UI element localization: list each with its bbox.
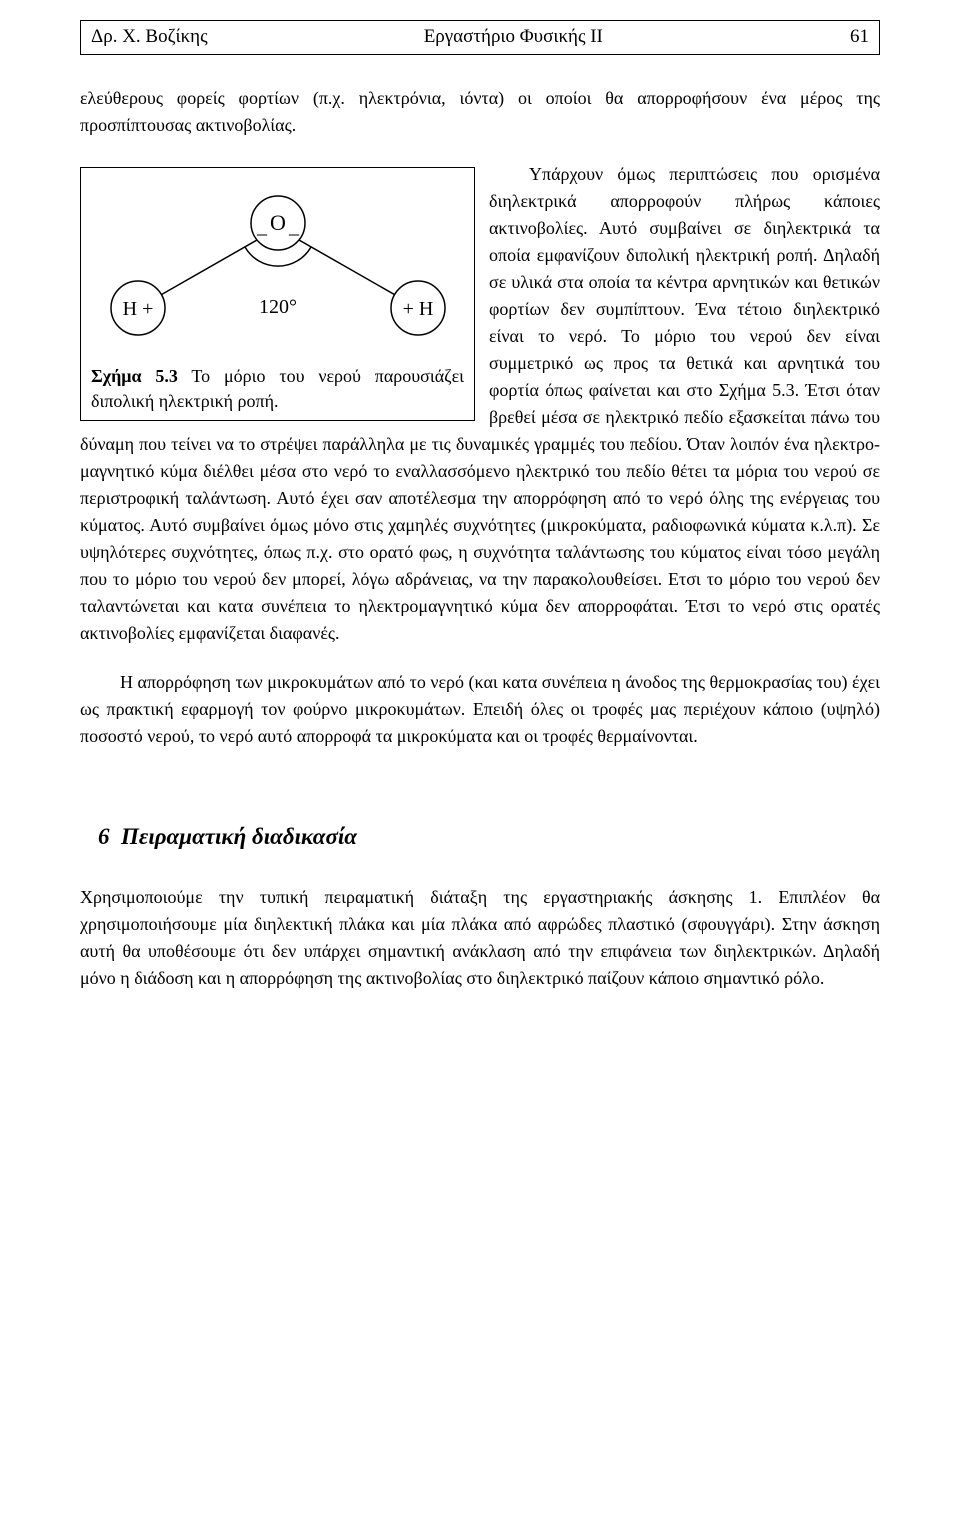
intro-paragraph: ελεύθερους φορείς φορτίων (π.χ. ηλεκτρόν… bbox=[80, 85, 880, 139]
figure-label: Σχήμα 5.3 bbox=[91, 366, 178, 386]
header-author: Δρ. Χ. Βοζίκης bbox=[91, 23, 208, 52]
header-page: 61 bbox=[819, 23, 869, 52]
header-title: Εργαστήριο Φυσικής ΙΙ bbox=[208, 23, 819, 52]
oxygen-minus-left: _ bbox=[256, 216, 268, 238]
section-number: 6 bbox=[98, 824, 110, 849]
figure-5-3: O _ _ H + + H 120° Σχήμα 5.3 Το μόριο το… bbox=[80, 167, 475, 421]
microwave-paragraph: Η απορρόφηση των μικροκυμάτων από το νερ… bbox=[80, 669, 880, 750]
figure-caption: Σχήμα 5.3 Το μόριο του νερού παρουσιάζει… bbox=[91, 364, 464, 414]
angle-label: 120° bbox=[259, 296, 297, 318]
hydrogen-right-label: + H bbox=[402, 298, 433, 320]
section-6-heading: 6 Πειραματική διαδικασία bbox=[98, 820, 880, 855]
main-block: O _ _ H + + H 120° Σχήμα 5.3 Το μόριο το… bbox=[80, 161, 880, 647]
oxygen-label: O bbox=[270, 210, 286, 235]
section-6-body: Χρησιμοποιούμε την τυπική πειραματική δι… bbox=[80, 884, 880, 992]
hydrogen-left-label: H + bbox=[122, 298, 153, 320]
page-header: Δρ. Χ. Βοζίκης Εργαστήριο Φυσικής ΙΙ 61 bbox=[80, 20, 880, 55]
oxygen-minus-right: _ bbox=[288, 216, 300, 238]
section-title: Πειραματική διαδικασία bbox=[121, 824, 357, 849]
water-molecule-diagram: O _ _ H + + H 120° bbox=[93, 178, 463, 358]
